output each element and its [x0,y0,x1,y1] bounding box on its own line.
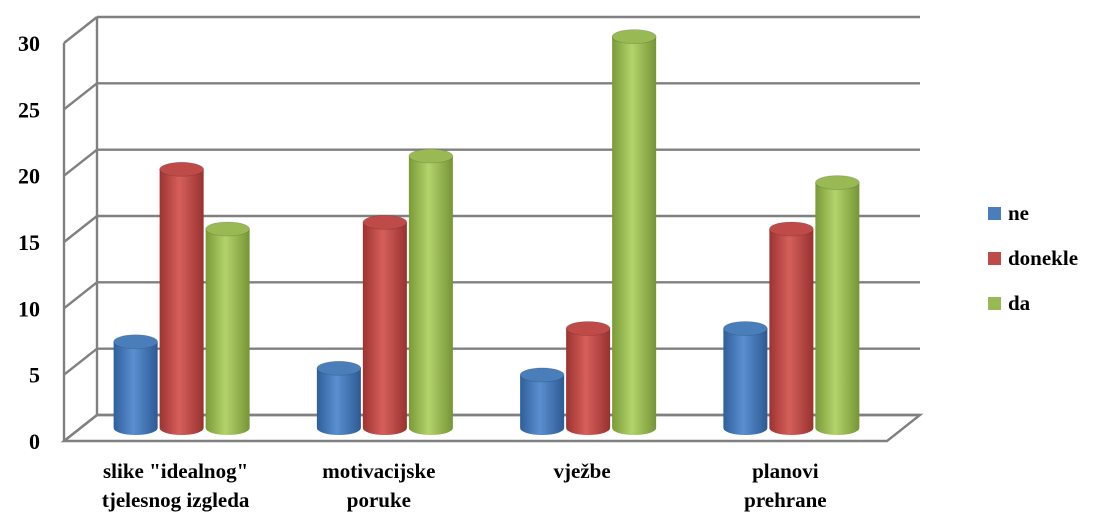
x-category-label: vježbe [554,459,611,483]
legend-swatch [988,252,1001,265]
bar [768,221,814,436]
gridline-side [63,82,98,111]
gridline-side [63,215,98,243]
bar [722,321,768,436]
y-tick-label: 15 [18,230,40,255]
y-tick-label: 5 [29,363,40,388]
bar [408,148,454,436]
x-category-label: planovi [752,459,819,483]
legend-label: donekle [1008,246,1078,270]
y-tick-label: 0 [29,429,40,454]
bar [362,214,408,436]
y-tick-label: 25 [18,97,40,122]
y-axis-tick-labels: 0 5 10 15 20 25 30 [18,31,40,454]
gridline-side [63,16,98,44]
bar [814,175,860,436]
y-tick-label: 20 [18,164,40,189]
bar [611,29,657,436]
gridline-side [63,347,98,376]
x-category-label: motivacijske [322,459,435,483]
bar [565,321,611,436]
floor [60,413,924,443]
bar [159,161,205,436]
x-category-label: slike "idealnog" [103,459,248,483]
bars [113,29,860,436]
x-category-label: poruke [347,488,411,512]
axes [60,17,924,443]
gridline-side [63,281,98,310]
bar [316,360,362,436]
y-tick-label: 10 [18,296,40,321]
x-axis-category-labels: slike "idealnog" tjelesnog izgleda motivac… [102,459,827,512]
legend: ne donekle da [988,201,1078,315]
legend-label: da [1008,291,1031,315]
bar [519,367,565,436]
legend-swatch [988,207,1001,220]
bar [205,221,251,436]
gridline-side [63,148,98,177]
bar [113,334,159,436]
x-category-label: prehrane [744,488,826,512]
legend-label: ne [1008,201,1029,225]
legend-swatch [988,297,1001,310]
x-category-label: tjelesnog izgleda [102,488,250,512]
y-tick-label: 30 [18,31,40,56]
